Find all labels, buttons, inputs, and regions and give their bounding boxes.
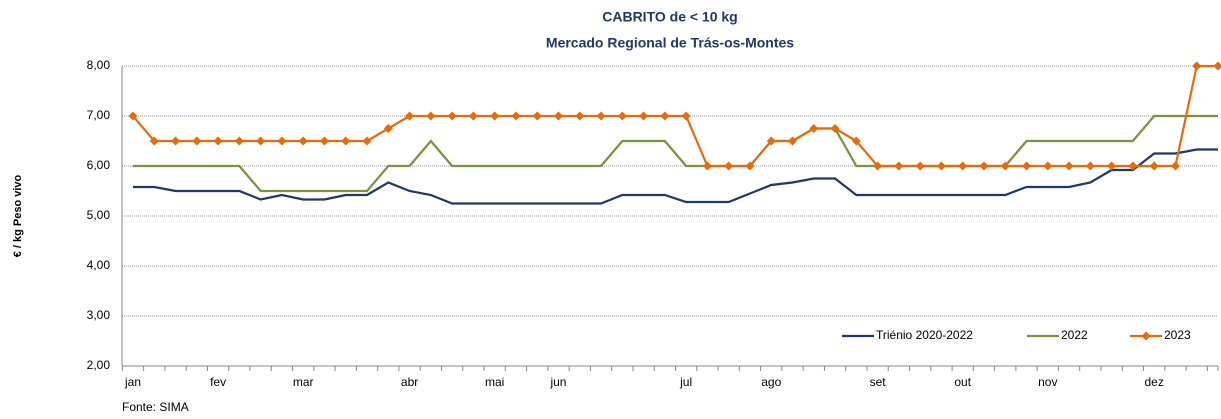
marker — [298, 136, 308, 146]
chart-title: CABRITO de < 10 kg — [602, 9, 738, 25]
marker — [256, 136, 266, 146]
marker — [724, 161, 734, 171]
marker — [681, 111, 691, 121]
marker — [319, 136, 329, 146]
marker — [830, 124, 840, 133]
marker — [1170, 161, 1180, 171]
marker — [1192, 61, 1202, 71]
marker — [405, 111, 415, 121]
marker — [532, 111, 542, 121]
marker — [1085, 161, 1095, 171]
marker — [936, 161, 946, 171]
x-tick-label: jan — [124, 375, 141, 389]
marker — [788, 136, 798, 146]
x-tick-label: fev — [210, 375, 226, 389]
series-line — [133, 114, 1218, 193]
marker — [341, 136, 351, 146]
source: Fonte: SIMA — [122, 400, 189, 414]
marker — [766, 136, 776, 146]
marker — [468, 111, 478, 121]
x-tick-label: jul — [679, 375, 692, 389]
marker — [171, 136, 181, 146]
marker — [745, 161, 755, 171]
series-line — [132, 64, 1218, 168]
y-tick-label: 4,00 — [87, 258, 111, 272]
marker — [1064, 161, 1074, 171]
marker — [915, 161, 925, 171]
x-tick-label: out — [954, 375, 971, 389]
x-tick-label: abr — [401, 375, 418, 389]
marker — [447, 111, 457, 121]
marker — [617, 111, 627, 121]
marker — [149, 136, 159, 146]
legend-marker — [1141, 331, 1151, 341]
marker — [596, 111, 606, 121]
legend-label: Triénio 2020-2022 — [876, 328, 973, 342]
y-tick-label: 7,00 — [87, 108, 111, 122]
marker — [702, 161, 712, 171]
marker — [362, 136, 372, 146]
marker — [894, 161, 904, 171]
y-tick-label: 2,00 — [87, 358, 111, 372]
marker — [383, 124, 393, 133]
y-tick-label: 6,00 — [87, 158, 111, 172]
x-tick-label: set — [870, 375, 887, 389]
marker — [511, 111, 521, 121]
marker — [1128, 161, 1138, 171]
y-tick-label: 5,00 — [87, 208, 111, 222]
marker — [660, 111, 670, 121]
chart-subtitle: Mercado Regional de Trás-os-Montes — [546, 35, 794, 51]
marker — [490, 111, 500, 121]
marker — [639, 111, 649, 121]
legend-label: 2022 — [1061, 328, 1088, 342]
marker — [128, 111, 138, 121]
marker — [192, 136, 202, 146]
marker — [213, 136, 223, 146]
y-tick-label: 3,00 — [87, 308, 111, 322]
marker — [575, 111, 585, 121]
marker — [1149, 161, 1159, 171]
series-line — [133, 148, 1218, 205]
y-axis-label: € / kg Peso vivo — [12, 174, 24, 257]
marker — [1043, 161, 1053, 171]
marker — [277, 136, 287, 146]
marker — [873, 161, 883, 171]
marker — [426, 111, 436, 121]
marker — [979, 161, 989, 171]
marker — [553, 111, 563, 121]
x-tick-label: ago — [761, 375, 781, 389]
marker — [851, 136, 861, 146]
marker — [1107, 161, 1117, 171]
x-tick-label: dez — [1144, 375, 1163, 389]
marker — [1000, 161, 1010, 171]
marker — [958, 161, 968, 171]
x-tick-label: nov — [1038, 375, 1057, 389]
marker — [234, 136, 244, 146]
legend-label: 2023 — [1164, 328, 1191, 342]
marker — [809, 124, 819, 133]
y-tick-label: 8,00 — [87, 58, 111, 72]
marker — [1022, 161, 1032, 171]
x-tick-label: jun — [549, 375, 566, 389]
x-tick-label: mar — [293, 375, 314, 389]
marker — [1213, 61, 1221, 71]
x-tick-label: mai — [485, 375, 504, 389]
